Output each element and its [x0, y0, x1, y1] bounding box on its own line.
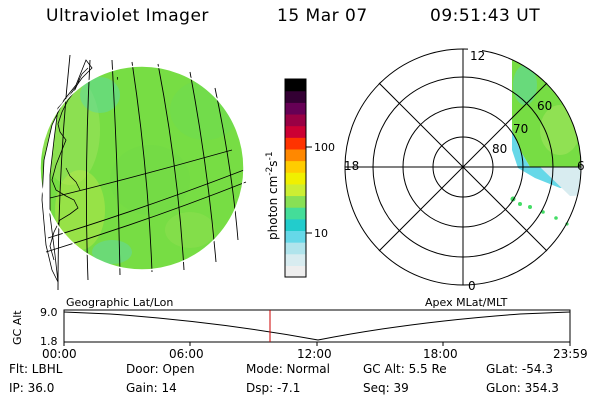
timeline-ylabel: GC Alt	[11, 310, 24, 345]
coastline-2	[65, 67, 89, 191]
colorbar-stripe	[285, 79, 306, 92]
dsp-info: Dsp: -7.1	[246, 381, 301, 395]
coastline	[49, 77, 81, 261]
seq-info: Seq: 39	[363, 381, 409, 395]
colorbar-stripe	[285, 172, 306, 185]
lat-label-60: 60	[537, 99, 552, 113]
earth-image: '	[39, 54, 247, 291]
aurora-dot	[518, 202, 522, 206]
time-label: 09:51:43 UT	[430, 6, 541, 26]
apex-caption: Apex MLat/MLT	[425, 296, 508, 309]
colorbar-stripe	[285, 90, 306, 103]
night-limb	[41, 59, 93, 283]
timeline-y-top: 9.0	[40, 306, 58, 319]
colorbar-stripe	[285, 253, 306, 266]
mlt-label-18: 18	[344, 159, 359, 173]
mlt-label-12: 12	[470, 49, 485, 63]
orbit-altitude-curve	[63, 311, 571, 341]
timeline-tick-1800: 18:00	[423, 347, 458, 361]
colorbar-stripe	[285, 160, 306, 173]
polar-grid	[344, 48, 582, 286]
ip-info: IP: 36.0	[9, 381, 55, 395]
colorbar-stripe	[285, 148, 306, 162]
colorbar-stripe	[285, 207, 306, 220]
orbit-timeline: 9.0 1.8 GC Alt 00:00 06:00 12:00 18:00 2…	[11, 306, 588, 361]
colorbar-label: photon cm-2s-1	[265, 151, 280, 240]
colorbar-stripe	[285, 113, 306, 127]
polar-plot: 12 18 6 0 60 70 80	[344, 48, 585, 293]
lat-label-70: 70	[513, 122, 528, 136]
glat-info: GLat: -54.3	[486, 362, 553, 376]
timeline-tick-1200: 12:00	[297, 347, 332, 361]
geographic-caption: Geographic Lat/Lon	[66, 296, 173, 309]
colorbar-stripe	[285, 218, 306, 232]
lat-label-80: 80	[492, 142, 507, 156]
polar-aurora	[512, 50, 581, 196]
gc-alt-info: GC Alt: 5.5 Re	[363, 362, 447, 376]
colorbar-stripes	[285, 79, 306, 278]
gain-info: Gain: 14	[126, 381, 177, 395]
colorbar-stripe	[285, 242, 306, 255]
colorbar-stripe	[285, 230, 306, 243]
dot-marker: '	[116, 76, 119, 87]
timeline-y-bottom: 1.8	[40, 335, 58, 348]
date-label: 15 Mar 07	[277, 6, 368, 26]
colorbar-tick-10: 10	[314, 227, 328, 240]
colorbar-stripe	[285, 125, 306, 138]
mlt-label-0: 0	[468, 279, 476, 293]
colorbar-stripe	[285, 195, 306, 208]
colorbar-tick-100: 100	[314, 141, 335, 154]
aurora-dot	[528, 205, 532, 209]
mode-info: Mode: Normal	[246, 362, 330, 376]
colorbar-stripe	[285, 102, 306, 115]
timeline-tick-0600: 06:00	[169, 347, 204, 361]
timeline-tick-2359: 23:59	[553, 347, 588, 361]
timeline-tick-0000: 00:00	[42, 347, 77, 361]
mlt-label-6: 6	[577, 159, 585, 173]
filter-info: Flt: LBHL	[9, 362, 63, 376]
glon-info: GLon: 354.3	[486, 381, 559, 395]
colorbar-stripe	[285, 137, 306, 150]
aurora-dot	[554, 216, 558, 220]
door-info: Door: Open	[126, 362, 195, 376]
colorbar: 100 10 photon cm-2s-1	[265, 78, 335, 278]
aurora-dot	[541, 210, 545, 214]
graticule	[45, 54, 247, 291]
instrument-title: Ultraviolet Imager	[46, 6, 209, 26]
colorbar-stripe	[285, 183, 306, 197]
colorbar-stripe	[285, 265, 306, 278]
